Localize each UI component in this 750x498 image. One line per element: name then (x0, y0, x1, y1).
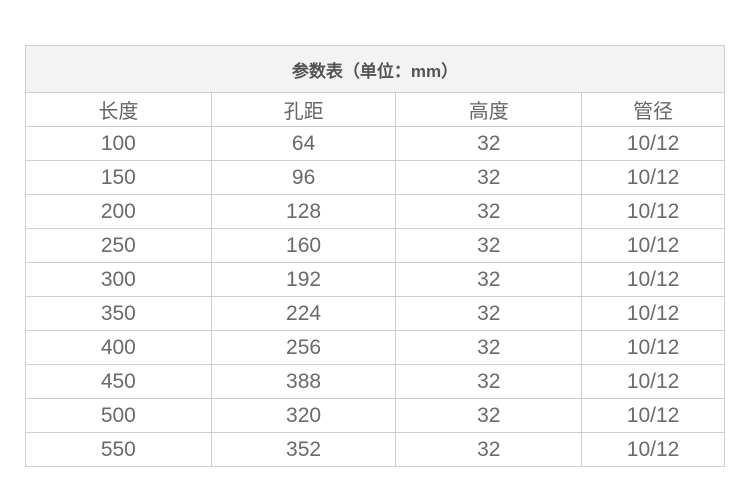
hole-spacing-cell: 160 (210, 228, 397, 263)
table-row: 350 224 32 10/12 (25, 296, 725, 331)
hole-spacing-cell: 96 (210, 160, 397, 195)
length-cell: 150 (25, 160, 212, 195)
tube-diameter-cell: 10/12 (581, 330, 725, 365)
header-height: 高度 (395, 92, 583, 127)
table-row: 300 192 32 10/12 (25, 262, 725, 297)
table-row: 100 64 32 10/12 (25, 126, 725, 161)
table-body: 100 64 32 10/12 150 96 32 10/12 200 128 32 10/12 250… (25, 126, 725, 467)
table-header-row: 长度 孔距 高度 管径 (25, 92, 725, 127)
hole-spacing-cell: 192 (210, 262, 397, 297)
tube-diameter-cell: 10/12 (581, 194, 725, 229)
height-cell: 32 (395, 296, 583, 331)
length-cell: 100 (25, 126, 212, 161)
tube-diameter-cell: 10/12 (581, 296, 725, 331)
length-cell: 450 (25, 364, 212, 399)
tube-diameter-cell: 10/12 (581, 228, 725, 263)
tube-diameter-cell: 10/12 (581, 262, 725, 297)
length-cell: 400 (25, 330, 212, 365)
tube-diameter-cell: 10/12 (581, 432, 725, 467)
tube-diameter-cell: 10/12 (581, 160, 725, 195)
height-cell: 32 (395, 398, 583, 433)
length-cell: 250 (25, 228, 212, 263)
table-row: 250 160 32 10/12 (25, 228, 725, 263)
tube-diameter-cell: 10/12 (581, 126, 725, 161)
height-cell: 32 (395, 330, 583, 365)
height-cell: 32 (395, 364, 583, 399)
table-row: 550 352 32 10/12 (25, 432, 725, 467)
parameter-table: 参数表（单位：mm） 长度 孔距 高度 管径 100 64 32 10/12 150 96… (25, 45, 725, 467)
height-cell: 32 (395, 432, 583, 467)
header-hole-spacing: 孔距 (210, 92, 397, 127)
table-title-row: 参数表（单位：mm） (25, 45, 725, 93)
length-cell: 500 (25, 398, 212, 433)
length-cell: 550 (25, 432, 212, 467)
table-title: 参数表（单位：mm） (25, 45, 725, 93)
table-row: 200 128 32 10/12 (25, 194, 725, 229)
length-cell: 350 (25, 296, 212, 331)
hole-spacing-cell: 256 (210, 330, 397, 365)
height-cell: 32 (395, 228, 583, 263)
table-row: 450 388 32 10/12 (25, 364, 725, 399)
hole-spacing-cell: 224 (210, 296, 397, 331)
header-length: 长度 (25, 92, 212, 127)
table-row: 500 320 32 10/12 (25, 398, 725, 433)
hole-spacing-cell: 388 (210, 364, 397, 399)
hole-spacing-cell: 64 (210, 126, 397, 161)
hole-spacing-cell: 320 (210, 398, 397, 433)
table-row: 400 256 32 10/12 (25, 330, 725, 365)
height-cell: 32 (395, 194, 583, 229)
hole-spacing-cell: 352 (210, 432, 397, 467)
length-cell: 300 (25, 262, 212, 297)
height-cell: 32 (395, 160, 583, 195)
hole-spacing-cell: 128 (210, 194, 397, 229)
height-cell: 32 (395, 262, 583, 297)
table-row: 150 96 32 10/12 (25, 160, 725, 195)
tube-diameter-cell: 10/12 (581, 364, 725, 399)
header-tube-diameter: 管径 (581, 92, 725, 127)
tube-diameter-cell: 10/12 (581, 398, 725, 433)
length-cell: 200 (25, 194, 212, 229)
height-cell: 32 (395, 126, 583, 161)
